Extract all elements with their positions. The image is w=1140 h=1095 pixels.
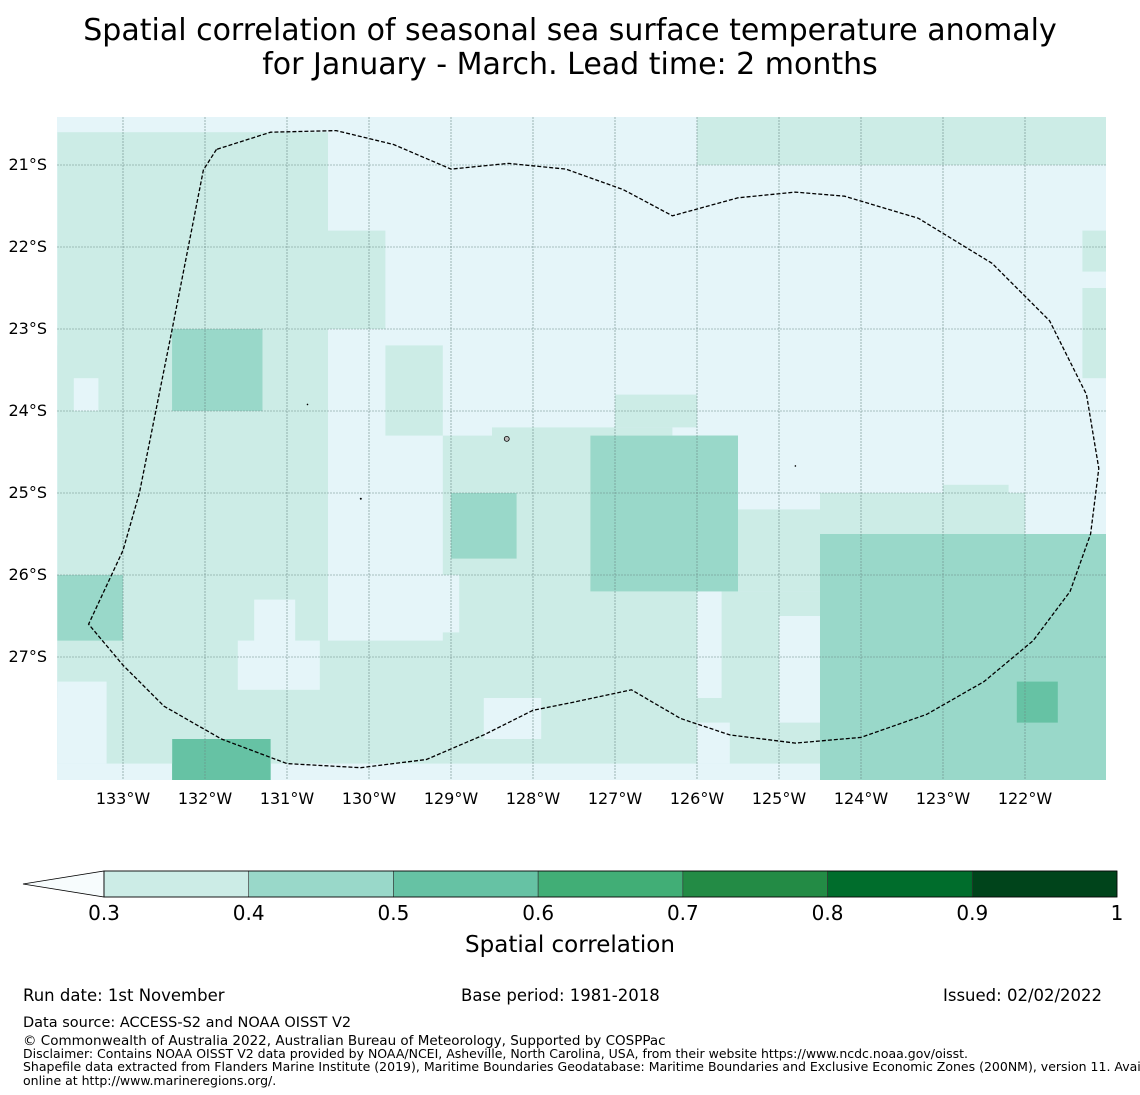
lat-tick-label: 25°S	[8, 483, 47, 502]
cell-block	[1082, 288, 1106, 379]
run-date: Run date: 1st November	[23, 986, 225, 1005]
cell-low	[237, 640, 320, 690]
colorbar-tick-label: 0.6	[522, 901, 555, 925]
cell-strong	[57, 575, 123, 641]
lon-tick-label: 130°W	[341, 789, 397, 808]
correlation-cells	[57, 117, 1106, 780]
cell-low	[369, 493, 435, 559]
colorbar-segment	[971, 870, 1118, 898]
eez-boundary-line	[87, 129, 1100, 769]
lon-tick-label: 125°W	[751, 789, 807, 808]
lon-tick-label: 128°W	[505, 789, 561, 808]
data-source: Data source: ACCESS-S2 and NOAA OISST V2	[23, 1015, 352, 1031]
pitcairn-island	[503, 435, 510, 442]
cell-low	[697, 722, 730, 764]
lon-tick-label: 126°W	[669, 789, 725, 808]
colorbar-segment	[103, 870, 250, 898]
colorbar-extend-triangle	[22, 870, 105, 898]
lat-tick-label: 21°S	[8, 155, 47, 174]
colorbar-tick-label: 0.9	[956, 901, 989, 925]
cell-strong	[451, 493, 517, 559]
cell-block	[303, 230, 386, 329]
lon-tick-label: 132°W	[177, 789, 233, 808]
colorbar-tick-label: 1	[1110, 901, 1124, 925]
lat-tick-label: 24°S	[8, 401, 47, 420]
lon-tick-label: 122°W	[997, 789, 1053, 808]
cell-low	[57, 681, 107, 764]
colorbar-tick-label: 0.8	[811, 901, 844, 925]
lon-tick-label: 133°W	[95, 789, 151, 808]
colorbar-outline	[103, 870, 1118, 898]
colorbar-tick-label: 0.3	[88, 901, 120, 925]
cell-block	[246, 165, 304, 231]
chart-title: Spatial correlation of seasonal sea surf…	[0, 14, 1140, 82]
title-line-2: for January - March. Lead time: 2 months	[262, 47, 878, 82]
colorbar-segment	[393, 870, 539, 898]
lon-tick-label: 129°W	[423, 789, 479, 808]
colorbar	[22, 870, 1118, 898]
colorbar-tick-label: 0.5	[377, 901, 410, 925]
cell-strong	[1016, 681, 1058, 723]
graticule	[57, 117, 1106, 780]
colorbar-segment	[248, 870, 394, 898]
cell-low	[73, 378, 99, 411]
cell-low	[418, 575, 460, 633]
shapefile-credit-url: online at http://www.marineregions.org/.	[23, 1073, 277, 1088]
disclaimer: Disclaimer: Contains NOAA OISST V2 data …	[23, 1046, 968, 1061]
cell-block	[57, 640, 697, 764]
colorbar-segment	[682, 870, 828, 898]
cell-block	[926, 132, 1106, 165]
oeno-island	[306, 403, 309, 406]
lat-tick-label: 22°S	[8, 237, 47, 256]
cell-strong	[172, 329, 263, 411]
cell-block	[1082, 230, 1106, 272]
lat-tick-label: 27°S	[8, 647, 47, 666]
colorbar-segment	[537, 870, 684, 898]
ducie-island	[794, 465, 797, 467]
cell-strong	[590, 435, 738, 592]
copyright: © Commonwealth of Australia 2022, Austra…	[23, 1033, 666, 1049]
colorbar-tick-label: 0.7	[666, 901, 699, 925]
shapefile-credit: Shapefile data extracted from Flanders M…	[23, 1059, 1140, 1074]
cell-block	[943, 484, 1009, 518]
islands	[306, 403, 797, 500]
issued-date: Issued: 02/02/2022	[943, 986, 1103, 1005]
colorbar-tick-label: 0.4	[232, 901, 265, 925]
cell-strong	[172, 739, 271, 780]
lat-tick-label: 23°S	[8, 319, 47, 338]
lon-tick-label: 131°W	[259, 789, 315, 808]
base-period: Base period: 1981-2018	[461, 986, 660, 1005]
cell-low	[483, 698, 542, 739]
henderson-island	[359, 497, 362, 500]
lat-tick-label: 26°S	[8, 565, 47, 584]
colorbar-segment	[827, 870, 973, 898]
title-line-1: Spatial correlation of seasonal sea surf…	[83, 13, 1057, 48]
eez-boundary	[87, 129, 1100, 769]
lon-tick-label: 123°W	[915, 789, 971, 808]
lon-tick-label: 127°W	[587, 789, 643, 808]
colorbar-label: Spatial correlation	[465, 932, 675, 958]
lon-tick-label: 124°W	[833, 789, 889, 808]
cell-block	[385, 345, 443, 436]
